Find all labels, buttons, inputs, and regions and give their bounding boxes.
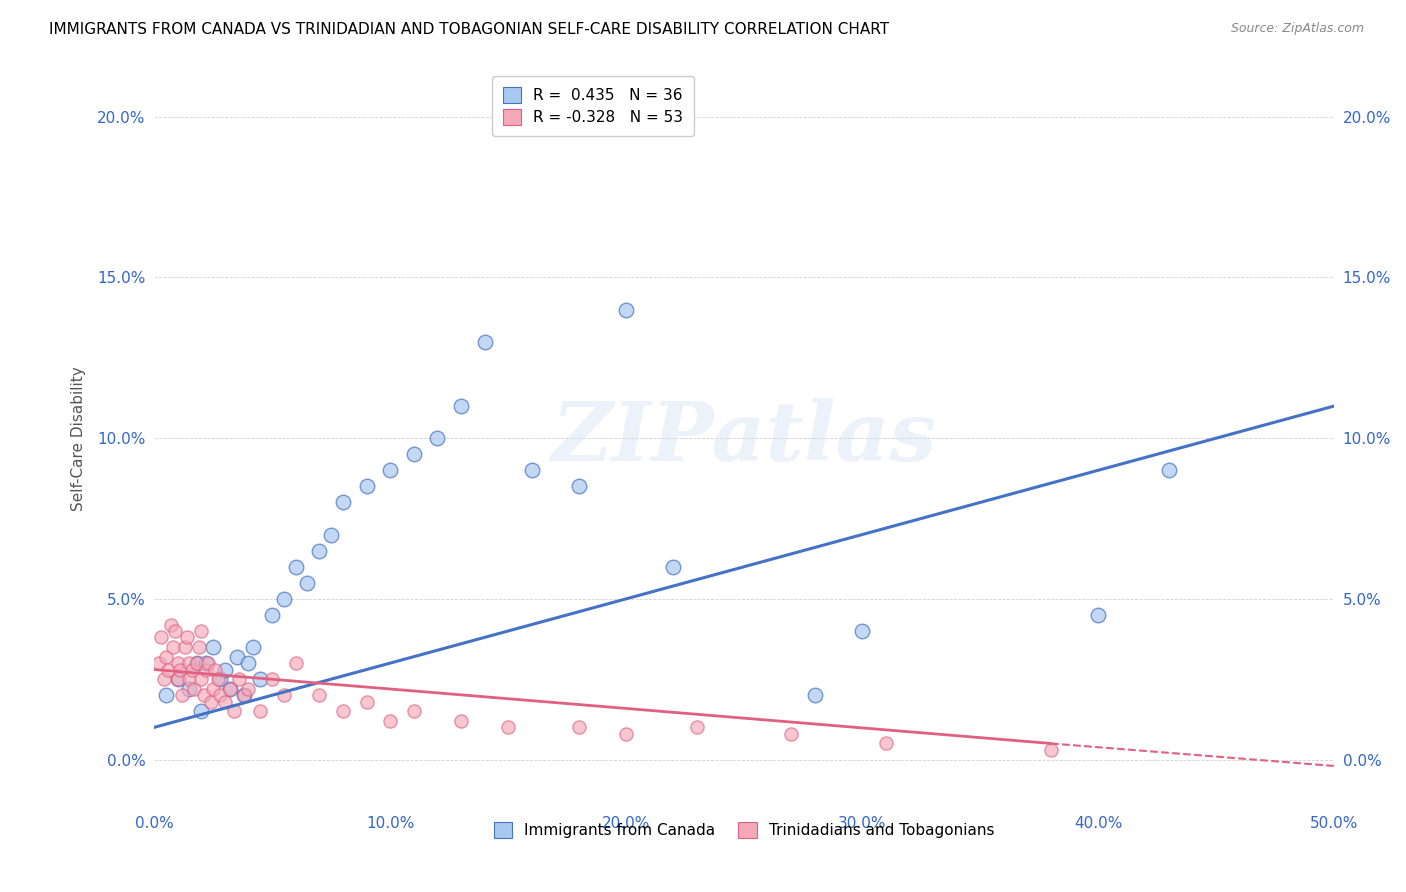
Point (1157, 463, 1180, 477)
Point (166, 656, 188, 670)
Point (273, 591, 295, 606)
Point (228, 672, 250, 686)
Point (179, 681, 201, 696)
Point (155, 688, 177, 702)
Point (190, 704, 212, 718)
Point (378, 463, 401, 477)
Point (218, 681, 240, 696)
Point (273, 688, 295, 702)
Point (202, 640, 225, 654)
Point (356, 695, 378, 709)
Point (169, 663, 191, 677)
Point (496, 720, 519, 734)
Point (209, 672, 232, 686)
Text: ZIPatlas: ZIPatlas (551, 398, 936, 478)
Point (183, 681, 205, 696)
Point (186, 656, 208, 670)
Point (173, 640, 195, 654)
Point (209, 688, 232, 702)
Point (284, 656, 307, 670)
Point (378, 714, 401, 728)
Point (152, 672, 174, 686)
Point (195, 656, 218, 670)
Legend: Immigrants from Canada, Trinidadians and Tobagonians: Immigrants from Canada, Trinidadians and… (488, 816, 1001, 845)
Point (200, 695, 222, 709)
Point (148, 656, 170, 670)
Point (190, 624, 212, 638)
Point (238, 656, 260, 670)
Point (202, 681, 225, 696)
Point (332, 704, 354, 718)
Point (176, 631, 198, 645)
Point (662, 559, 685, 574)
Point (232, 688, 254, 702)
Point (1040, 743, 1063, 757)
Point (159, 617, 181, 632)
Point (190, 672, 212, 686)
Point (356, 479, 378, 493)
Point (686, 720, 709, 734)
Point (207, 672, 229, 686)
Point (520, 463, 543, 477)
Point (150, 631, 173, 645)
Point (402, 704, 425, 718)
Point (308, 688, 330, 702)
Point (165, 624, 187, 638)
Point (193, 688, 215, 702)
Point (332, 495, 354, 509)
Point (568, 720, 591, 734)
Point (179, 672, 201, 686)
Point (232, 688, 254, 702)
Point (197, 656, 219, 670)
Text: IMMIGRANTS FROM CANADA VS TRINIDADIAN AND TOBAGONIAN SELF-CARE DISABILITY CORREL: IMMIGRANTS FROM CANADA VS TRINIDADIAN AN… (49, 22, 890, 37)
Point (204, 663, 226, 677)
Point (172, 688, 194, 702)
Point (450, 714, 472, 728)
Point (450, 399, 472, 413)
Point (214, 663, 236, 677)
Point (179, 656, 201, 670)
Point (180, 663, 202, 677)
Point (319, 527, 342, 541)
Point (568, 479, 591, 493)
Point (166, 672, 188, 686)
Point (402, 447, 425, 461)
Point (249, 704, 271, 718)
Point (804, 688, 827, 702)
Point (780, 727, 803, 741)
Point (426, 431, 449, 445)
Point (242, 640, 264, 654)
Point (297, 575, 319, 590)
Point (214, 695, 236, 709)
Point (218, 681, 240, 696)
Text: Source: ZipAtlas.com: Source: ZipAtlas.com (1230, 22, 1364, 36)
Point (1087, 607, 1109, 622)
Point (225, 649, 247, 664)
Point (614, 302, 637, 317)
Point (187, 640, 209, 654)
Point (614, 727, 637, 741)
Point (186, 656, 208, 670)
Point (262, 607, 284, 622)
Point (166, 672, 188, 686)
Point (195, 663, 218, 677)
Point (308, 543, 330, 558)
Point (224, 704, 246, 718)
Point (238, 681, 260, 696)
Y-axis label: Self-Care Disability: Self-Care Disability (72, 366, 86, 510)
Point (157, 663, 180, 677)
Point (162, 640, 184, 654)
Point (155, 649, 177, 664)
Point (851, 624, 873, 638)
Point (249, 672, 271, 686)
Point (284, 559, 307, 574)
Point (262, 672, 284, 686)
Point (875, 736, 897, 750)
Point (474, 334, 496, 349)
